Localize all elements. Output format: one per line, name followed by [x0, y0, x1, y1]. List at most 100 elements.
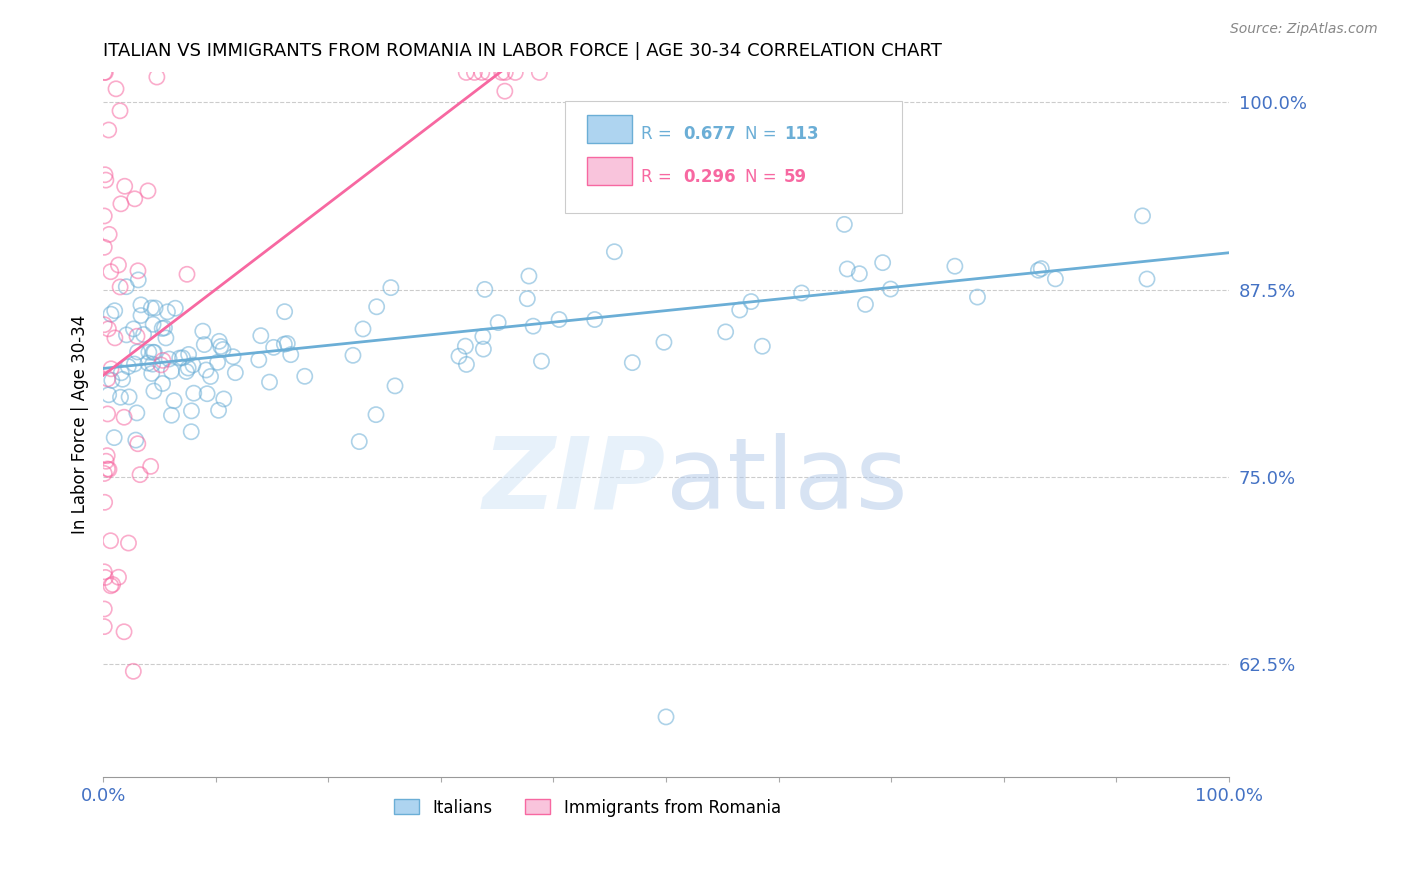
- Point: [342, 348, 364, 362]
- Point: [114, 179, 136, 194]
- Point: [94, 173, 117, 187]
- Point: [108, 103, 131, 118]
- Point: [165, 301, 187, 316]
- Point: [855, 297, 877, 311]
- Point: [222, 350, 245, 364]
- Text: 0.296: 0.296: [683, 168, 735, 186]
- Point: [652, 335, 675, 350]
- Point: [294, 369, 316, 384]
- Point: [98, 227, 121, 242]
- Point: [163, 393, 186, 408]
- Point: [142, 384, 165, 398]
- Point: [101, 577, 124, 591]
- Point: [141, 367, 163, 381]
- Point: [124, 192, 146, 206]
- Point: [834, 218, 856, 232]
- Point: [94, 570, 117, 584]
- Point: [117, 536, 139, 550]
- Text: Source: ZipAtlas.com: Source: ZipAtlas.com: [1230, 22, 1378, 37]
- Point: [155, 331, 177, 345]
- Point: [117, 359, 139, 374]
- Point: [454, 339, 477, 353]
- Point: [172, 351, 194, 365]
- Point: [124, 357, 146, 371]
- Point: [97, 123, 120, 137]
- Point: [472, 342, 495, 356]
- Point: [943, 259, 966, 273]
- Point: [247, 352, 270, 367]
- Point: [93, 209, 115, 223]
- Point: [177, 361, 200, 376]
- Point: [132, 327, 155, 342]
- Point: [156, 305, 179, 319]
- Point: [104, 331, 127, 345]
- Point: [157, 352, 180, 367]
- Point: [456, 358, 478, 372]
- Point: [183, 386, 205, 401]
- Point: [516, 292, 538, 306]
- Point: [177, 347, 200, 361]
- Point: [93, 565, 115, 579]
- Point: [93, 602, 115, 616]
- Point: [93, 495, 115, 509]
- Point: [181, 358, 204, 372]
- Point: [118, 390, 141, 404]
- Point: [139, 459, 162, 474]
- Point: [129, 467, 152, 482]
- Point: [97, 372, 120, 386]
- Point: [125, 406, 148, 420]
- Point: [105, 82, 128, 96]
- Point: [110, 366, 132, 380]
- Point: [103, 431, 125, 445]
- Point: [517, 268, 540, 283]
- Point: [751, 339, 773, 353]
- Point: [127, 264, 149, 278]
- Point: [115, 327, 138, 342]
- Point: [655, 710, 678, 724]
- Point: [97, 322, 120, 336]
- Point: [224, 366, 246, 380]
- Point: [471, 65, 494, 79]
- Point: [1031, 261, 1053, 276]
- Point: [115, 279, 138, 293]
- Text: N =: N =: [745, 125, 782, 144]
- Point: [209, 339, 232, 353]
- Point: [494, 84, 516, 98]
- Point: [129, 309, 152, 323]
- Point: [249, 328, 271, 343]
- Point: [714, 325, 737, 339]
- Point: [195, 386, 218, 401]
- Point: [195, 363, 218, 377]
- Point: [349, 434, 371, 449]
- Point: [200, 369, 222, 384]
- Point: [193, 337, 215, 351]
- Point: [621, 356, 644, 370]
- Point: [100, 265, 122, 279]
- Point: [127, 273, 149, 287]
- FancyBboxPatch shape: [588, 115, 633, 143]
- Point: [160, 409, 183, 423]
- Point: [101, 373, 124, 387]
- Point: [150, 358, 173, 372]
- Point: [93, 318, 115, 332]
- Point: [112, 410, 135, 425]
- Point: [93, 467, 115, 481]
- Point: [176, 364, 198, 378]
- Point: [100, 579, 122, 593]
- Point: [1136, 272, 1159, 286]
- Point: [263, 340, 285, 354]
- Point: [112, 624, 135, 639]
- Point: [93, 619, 115, 633]
- Point: [384, 379, 406, 393]
- Y-axis label: In Labor Force | Age 30-34: In Labor Force | Age 30-34: [72, 315, 89, 534]
- Point: [491, 65, 513, 79]
- Legend: Italians, Immigrants from Romania: Italians, Immigrants from Romania: [385, 790, 789, 825]
- Point: [176, 267, 198, 281]
- Text: N =: N =: [745, 168, 782, 186]
- Point: [127, 436, 149, 450]
- Point: [380, 280, 402, 294]
- Point: [100, 533, 122, 548]
- Point: [456, 65, 478, 79]
- Point: [96, 462, 118, 476]
- Point: [463, 65, 485, 79]
